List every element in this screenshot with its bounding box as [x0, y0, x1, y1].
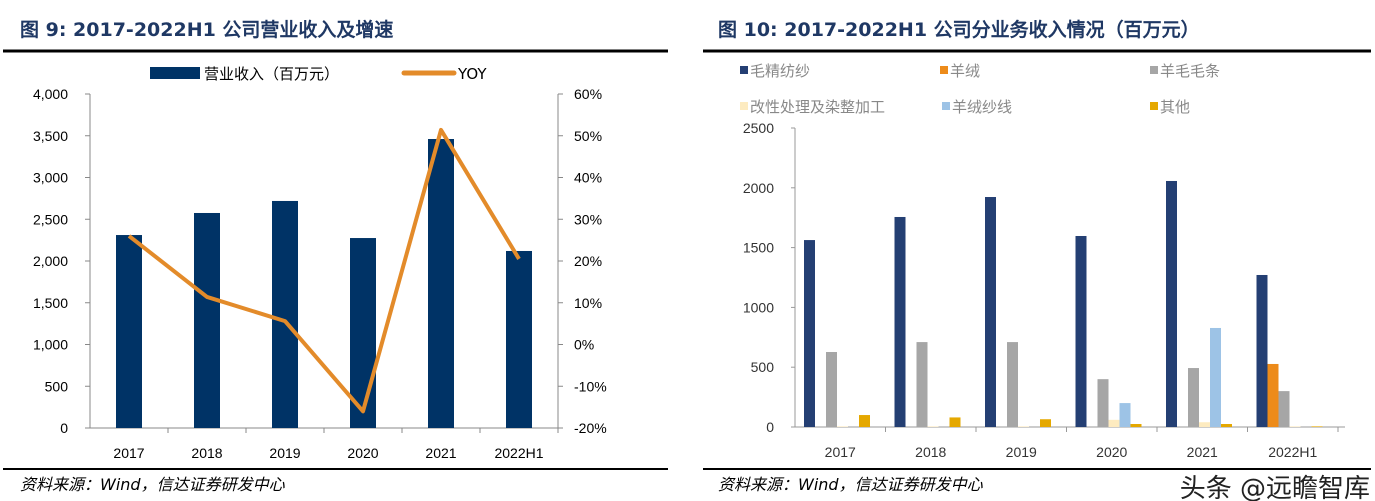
right-y-tick-label: -10%: [574, 378, 607, 394]
legend-label-0: 毛精纺纱: [750, 62, 810, 80]
revenue-bar: [350, 238, 376, 428]
left-y-tick-label: 0: [60, 420, 68, 436]
left-y-tick-label: 4,000: [33, 86, 68, 102]
legend-swatch-0: [740, 66, 748, 74]
bar-3: [837, 426, 848, 427]
legend-label-4: 羊绒纱线: [952, 98, 1012, 116]
bar-3: [1289, 426, 1301, 427]
right-y-tick-label: 0%: [574, 337, 594, 353]
revenue-bar: [428, 139, 454, 428]
x-tick-label: 2019: [269, 445, 300, 461]
x-tick-label: 2019: [1006, 444, 1037, 460]
bar-0: [804, 240, 815, 427]
right-chart-title: 图 10: 2017-2022H1 公司分业务收入情况（百万元）: [718, 18, 1200, 41]
yoy-line: [127, 127, 521, 414]
bar-2: [826, 352, 837, 427]
bar-2: [1007, 342, 1018, 427]
right-source-note: 资料来源：Wind，信达证券研发中心: [718, 475, 984, 494]
bar-5: [859, 415, 870, 427]
bar-2: [1097, 379, 1109, 427]
legend-swatch-2: [1150, 66, 1158, 74]
revenue-bar: [194, 212, 220, 428]
right-y-tick-label: 10%: [574, 295, 602, 311]
bar-2: [1188, 368, 1199, 427]
legend-swatch-3: [740, 102, 748, 110]
x-tick-label: 2017: [825, 444, 856, 460]
right-y-tick-label: 60%: [574, 86, 602, 102]
y-tick-label: 500: [751, 359, 775, 375]
bar-5: [1311, 426, 1323, 427]
bar-4: [1210, 327, 1221, 427]
right-y-tick-label: 30%: [574, 211, 602, 227]
x-tick-label: 2020: [1096, 444, 1127, 460]
left-y-tick-label: 1,500: [33, 295, 68, 311]
y-tick-label: 1500: [743, 240, 774, 256]
x-tick-label: 2020: [347, 445, 378, 461]
right-y-tick-label: 50%: [574, 128, 602, 144]
legend-swatch-revenue: [150, 67, 200, 79]
legend-label-3: 改性处理及染整加工: [750, 98, 885, 116]
legend-swatch-5: [1150, 102, 1158, 110]
revenue-bar: [506, 250, 532, 428]
bar-5: [1130, 424, 1142, 427]
x-tick-label: 2021: [1187, 444, 1218, 460]
bar-0: [985, 197, 996, 427]
left-chart: 0 500 1,000 1,500 2,000 2,500 3,000 3,500 4,000 -…: [33, 65, 607, 461]
left-y-tick-label: 2,000: [33, 253, 68, 269]
legend-label-revenue: 营业收入（百万元）: [204, 65, 339, 83]
x-tick-label: 2022H1: [1268, 444, 1317, 460]
revenue-bar: [272, 200, 298, 428]
bar-2: [1278, 391, 1290, 427]
left-y-tick-label: 2,500: [33, 211, 68, 227]
x-tick-label: 2018: [915, 444, 946, 460]
revenue-bar: [116, 235, 142, 428]
left-source-note: 资料来源：Wind，信达证券研发中心: [20, 475, 286, 494]
bar-5: [949, 417, 961, 427]
left-y-tick-label: 3,000: [33, 170, 68, 186]
legend-label-1: 羊绒: [950, 62, 980, 80]
bar-0: [1256, 274, 1268, 427]
bar-3: [1199, 422, 1210, 427]
right-chart: 0 500 1000 1500 2000 2500 2017 2018 2019 2020 2021…: [740, 62, 1345, 460]
bar-3: [927, 426, 939, 427]
x-tick-label: 2021: [425, 445, 456, 461]
y-tick-label: 2500: [743, 120, 774, 136]
bar-5: [1221, 424, 1232, 427]
left-chart-title: 图 9: 2017-2022H1 公司营业收入及增速: [20, 18, 393, 41]
right-y-tick-label: 20%: [574, 253, 602, 269]
x-tick-label: 2022H1: [494, 445, 543, 461]
left-y-tick-label: 1,000: [33, 337, 68, 353]
bar-0: [1166, 180, 1177, 427]
legend-swatch-1: [940, 66, 948, 74]
x-tick-label: 2017: [113, 445, 144, 461]
left-y-tick-label: 500: [45, 378, 69, 394]
legend-swatch-4: [942, 102, 950, 110]
bar-2: [916, 342, 928, 427]
bar-3: [1108, 419, 1120, 427]
y-tick-label: 1000: [743, 299, 774, 315]
left-y-tick-label: 3,500: [33, 128, 68, 144]
bar-4: [1119, 403, 1131, 427]
right-y-tick-label: -20%: [574, 420, 607, 436]
bar-3: [1018, 426, 1029, 427]
watermark: 头条 @远瞻智库: [1180, 474, 1370, 501]
legend-label-2: 羊毛毛条: [1160, 62, 1220, 80]
bar-5: [1040, 419, 1051, 427]
legend-label-5: 其他: [1160, 98, 1190, 116]
legend-label-yoy: YOY: [457, 65, 487, 83]
y-tick-label: 0: [766, 419, 774, 435]
x-tick-label: 2018: [191, 445, 222, 461]
bar-0: [1075, 235, 1087, 427]
bar-0: [894, 216, 906, 427]
right-y-tick-label: 40%: [574, 170, 602, 186]
bar-1: [1267, 363, 1279, 427]
y-tick-label: 2000: [743, 180, 774, 196]
